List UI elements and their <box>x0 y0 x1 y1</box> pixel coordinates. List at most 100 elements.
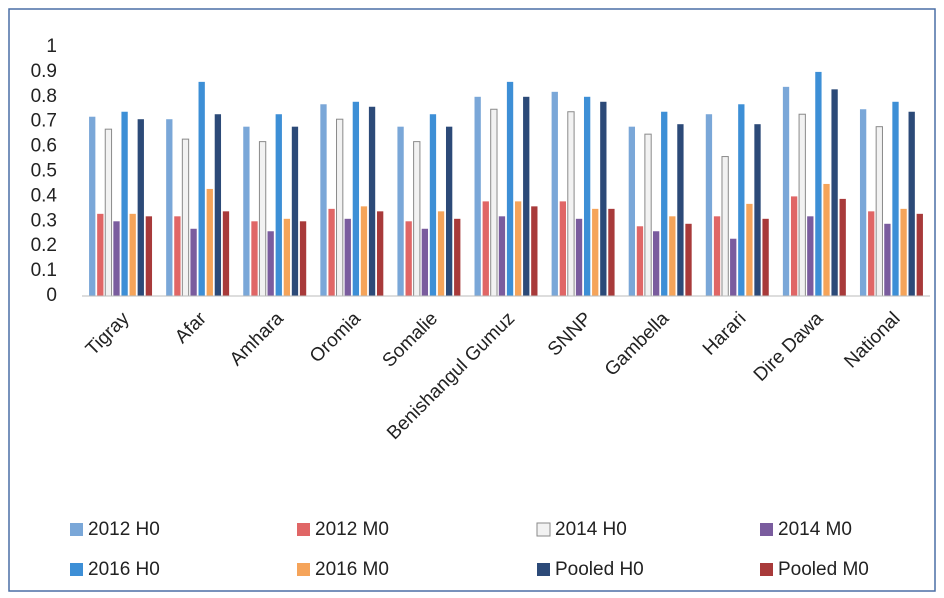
y-tick-label: 0.3 <box>31 210 57 231</box>
bar <box>445 126 453 297</box>
bar <box>798 113 806 297</box>
bar <box>482 201 489 296</box>
y-tick-label: 0.1 <box>31 260 57 281</box>
y-tick-label: 0.2 <box>31 235 57 256</box>
bar <box>559 201 567 296</box>
bar <box>831 89 838 296</box>
y-tick-label: 0.4 <box>31 185 58 206</box>
bar <box>243 126 250 297</box>
legend-label: 2012 H0 <box>88 519 160 540</box>
bar <box>823 183 830 296</box>
bar <box>738 104 745 297</box>
bar <box>283 218 291 296</box>
bar <box>291 126 299 297</box>
bar <box>859 109 867 296</box>
bar <box>104 128 113 297</box>
bar <box>721 156 729 297</box>
bar <box>206 188 213 296</box>
bar <box>166 119 173 297</box>
bar <box>376 211 384 296</box>
bar <box>807 216 814 296</box>
bar <box>567 111 575 297</box>
bar <box>145 216 153 296</box>
bar <box>181 138 190 297</box>
bar <box>644 133 652 297</box>
bar <box>498 216 506 296</box>
bar <box>815 71 822 297</box>
legend-swatch <box>297 563 310 576</box>
bar <box>628 126 636 297</box>
bar <box>368 106 376 296</box>
y-tick-label: 1 <box>46 36 57 57</box>
bar <box>790 196 798 296</box>
legend-label: 2014 M0 <box>778 519 852 540</box>
legend-label: 2014 H0 <box>555 519 627 540</box>
y-tick-label: 0.5 <box>31 161 57 182</box>
bar <box>531 206 538 296</box>
bar <box>344 218 351 296</box>
bar <box>328 208 335 296</box>
bar <box>413 141 421 297</box>
bar <box>267 231 274 296</box>
bar <box>661 111 668 297</box>
legend-swatch <box>536 522 551 537</box>
bar <box>299 221 307 296</box>
bar <box>506 81 514 296</box>
bar <box>908 111 915 297</box>
bar <box>892 101 899 296</box>
legend-swatch <box>297 523 310 536</box>
bar <box>730 238 737 296</box>
bar <box>397 126 404 297</box>
bar <box>523 96 530 296</box>
bar <box>900 208 907 296</box>
legend-label: 2016 H0 <box>88 559 160 580</box>
bar <box>222 211 230 296</box>
bar <box>839 198 846 296</box>
legend-swatch <box>70 563 83 576</box>
bar <box>129 213 136 296</box>
bar <box>762 218 769 296</box>
bar <box>884 223 891 296</box>
bar <box>214 114 222 296</box>
bar <box>868 211 875 296</box>
bar <box>97 213 104 296</box>
y-tick-label: 0.6 <box>31 136 57 157</box>
bar <box>592 208 599 296</box>
legend-label: 2016 M0 <box>315 559 389 580</box>
bar <box>421 228 429 296</box>
legend-swatch <box>70 523 83 536</box>
bar <box>669 216 676 296</box>
y-tick-label: 0 <box>46 285 57 306</box>
bar <box>137 119 144 297</box>
bar <box>713 216 721 296</box>
bar <box>754 124 761 296</box>
chart-frame <box>8 8 936 592</box>
y-tick-label: 0.8 <box>31 86 57 107</box>
y-tick-label: 0.7 <box>31 111 57 132</box>
bar <box>429 114 437 296</box>
legend-label: 2012 M0 <box>315 519 389 540</box>
bar <box>652 231 660 296</box>
bar <box>113 221 120 296</box>
legend-swatch <box>537 563 550 576</box>
legend-swatch <box>760 563 773 576</box>
bar <box>454 218 461 296</box>
bar <box>600 101 607 296</box>
bar <box>575 218 583 296</box>
bar <box>190 228 197 296</box>
bar <box>258 141 267 297</box>
bar <box>352 101 360 296</box>
bar <box>336 118 344 297</box>
legend-label: Pooled M0 <box>778 559 869 580</box>
bar <box>405 221 412 296</box>
bar <box>360 206 368 296</box>
bar <box>514 201 522 296</box>
y-tick-label: 0.9 <box>31 61 57 82</box>
bar <box>916 213 923 296</box>
bar <box>875 126 883 297</box>
bar <box>551 91 558 296</box>
bar <box>677 124 684 296</box>
bar <box>275 114 282 296</box>
bar <box>198 81 205 296</box>
bar <box>251 221 258 296</box>
